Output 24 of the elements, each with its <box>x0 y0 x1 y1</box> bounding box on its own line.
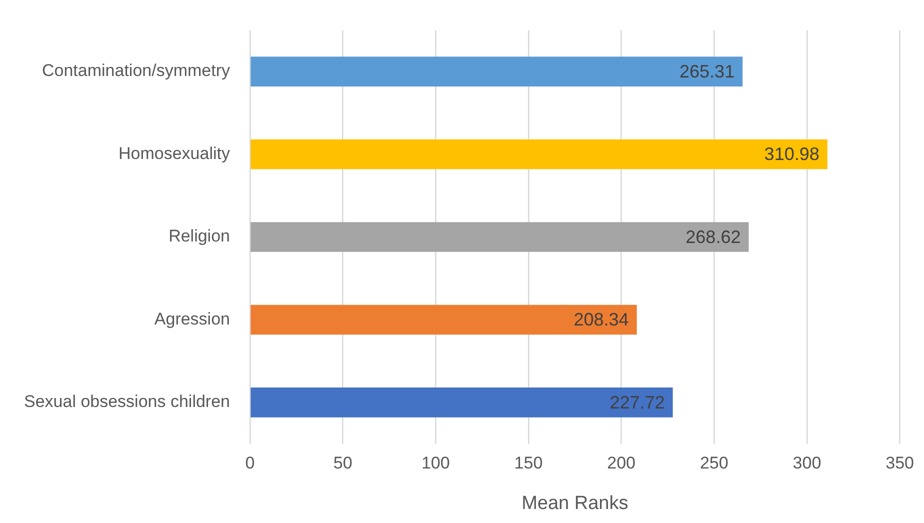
data-label: 310.98 <box>764 144 820 164</box>
x-tick-label: 100 <box>421 454 450 473</box>
y-tick-label: Agression <box>154 309 230 328</box>
data-label: 265.31 <box>680 62 735 82</box>
x-axis-title: Mean Ranks <box>522 492 628 514</box>
bar <box>250 388 673 418</box>
y-tick-label: Contamination/symmetry <box>42 61 230 80</box>
x-tick-label: 350 <box>886 454 914 473</box>
bar <box>250 304 637 335</box>
y-tick-label: Religion <box>168 226 230 246</box>
y-tick-label: Homosexuality <box>118 144 230 163</box>
x-tick-label: 300 <box>792 454 822 473</box>
x-tick-label: 0 <box>245 454 255 473</box>
x-tick-label: 200 <box>607 454 636 473</box>
bar <box>250 222 749 252</box>
bar <box>250 56 743 86</box>
y-tick-label: Sexual obsessions children <box>24 392 230 412</box>
data-label: 208.34 <box>574 310 629 330</box>
x-tick-label: 150 <box>514 454 543 473</box>
x-tick-label: 250 <box>700 454 728 473</box>
data-label: 268.62 <box>686 226 741 247</box>
bar <box>250 139 828 170</box>
x-tick-label: 50 <box>333 454 352 473</box>
data-label: 227.72 <box>610 392 665 412</box>
